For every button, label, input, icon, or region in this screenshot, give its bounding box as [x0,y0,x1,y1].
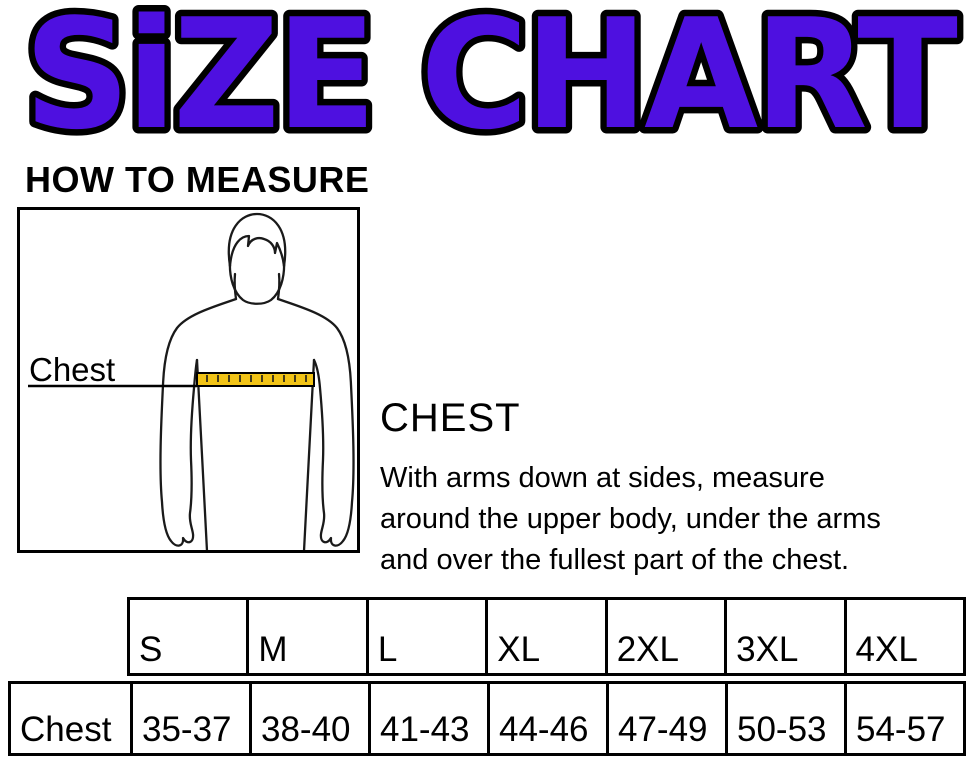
chest-section-description: With arms down at sides, measure around … [380,458,940,581]
male-torso-illustration: Chest [28,212,355,550]
description-line: With arms down at sides, measure [380,462,825,494]
size-col-4xl: 4XL [843,597,967,676]
figure-hairline [228,234,286,268]
size-col-3xl: 3XL [724,597,847,676]
chest-range-3xl: 50-53 [725,681,847,756]
description-line: around the upper body, under the arms [380,503,881,535]
figure-right-arm [276,297,355,547]
chest-instructions-section: CHEST With arms down at sides, measure a… [380,396,940,581]
size-col-m: M [246,597,369,676]
measuring-tape-ticks [206,375,307,382]
size-col-xl: XL [485,597,608,676]
size-col-s: S [126,597,250,676]
description-line: and over the fullest part of the chest. [380,544,850,576]
chest-range-2xl: 47-49 [606,681,728,756]
measuring-tape [196,372,315,387]
figure-torso-left [195,358,209,550]
size-table-chest-row: Chest 35-37 38-40 41-43 44-46 47-49 50-5… [8,681,966,756]
size-chart-title: SiZE CHART [18,0,968,158]
size-chart-title-text: SiZE CHART [24,0,957,158]
chest-row-label: Chest [8,681,133,756]
figure-neck-right [276,272,281,301]
chest-range-l: 41-43 [368,681,490,756]
chest-section-heading: CHEST [380,396,521,440]
figure-neck-left [233,272,238,301]
chest-range-xl: 44-46 [487,681,609,756]
figure-chest-label: Chest [29,351,115,388]
figure-torso-right [302,358,316,550]
figure-left-arm [159,297,238,547]
chest-range-m: 38-40 [249,681,371,756]
size-col-2xl: 2XL [604,597,728,676]
measurement-figure-box: Chest [17,207,360,553]
chest-range-4xl: 54-57 [844,681,966,756]
chest-range-s: 35-37 [130,681,252,756]
how-to-measure-heading: HOW TO MEASURE [25,159,370,200]
size-table-header-row: S M L XL 2XL 3XL 4XL [126,597,967,676]
figure-face [228,258,286,305]
size-col-l: L [365,597,489,676]
figure-hair [227,212,287,268]
